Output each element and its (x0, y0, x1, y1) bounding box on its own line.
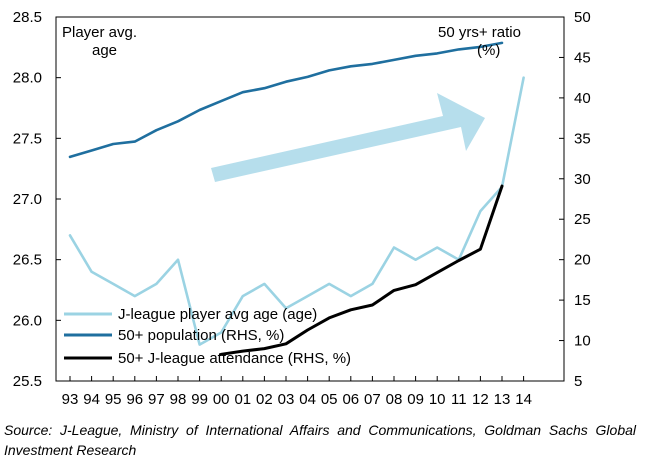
series-50plus-attendance (219, 184, 504, 356)
x-tick-label: 98 (170, 391, 187, 408)
x-tick-label: 01 (234, 391, 251, 408)
x-tick-label: 99 (191, 391, 208, 408)
left-axis-title-line1: Player avg. (62, 24, 137, 41)
x-tick-label: 11 (451, 391, 467, 408)
x-tick-label: 12 (472, 391, 489, 408)
legend-label-attendance: 50+ J-league attendance (RHS, %) (118, 350, 351, 367)
x-tick-label: 07 (364, 391, 381, 408)
right-tick-label: 35 (574, 130, 591, 147)
left-tick-label: 27.5 (13, 130, 42, 147)
left-tick-label: 28.0 (13, 70, 42, 87)
legend: J-league player avg age (age) 50+ popula… (64, 306, 351, 367)
source-note: Source: J-League, Ministry of Internatio… (4, 422, 636, 458)
x-tick-label: 97 (148, 391, 165, 408)
x-tick-label: 08 (386, 391, 403, 408)
x-tick-label: 94 (83, 391, 100, 408)
x-tick-label: 96 (126, 391, 143, 408)
right-tick-label: 15 (574, 292, 591, 309)
x-tick-label: 09 (407, 391, 424, 408)
legend-label-population: 50+ population (RHS, %) (118, 327, 284, 344)
right-tick-label: 20 (574, 252, 591, 269)
x-tick-label: 04 (299, 391, 316, 408)
x-tick-label: 14 (515, 391, 532, 408)
x-tick-label: 13 (494, 391, 511, 408)
left-tick-label: 28.5 (13, 9, 42, 26)
left-tick-label: 26.0 (13, 312, 42, 329)
x-tick-label: 93 (62, 391, 79, 408)
x-tick-label: 10 (429, 391, 446, 408)
left-tick-label: 27.0 (13, 191, 42, 208)
series-50plus-population (68, 41, 504, 159)
right-axis-title-line2: (%) (477, 42, 500, 59)
left-axis-title-line2: age (92, 42, 117, 59)
x-tick-label: 05 (321, 391, 338, 408)
right-axis-title-line1: 50 yrs+ ratio (438, 24, 521, 41)
right-tick-label: 30 (574, 171, 591, 188)
x-tick-label: 06 (342, 391, 359, 408)
x-tick-label: 95 (105, 391, 122, 408)
x-tick-label: 00 (213, 391, 230, 408)
right-tick-label: 25 (574, 211, 591, 228)
left-tick-label: 26.5 (13, 252, 42, 269)
right-tick-label: 50 (574, 9, 591, 26)
trend-arrow (211, 93, 485, 182)
right-tick-label: 5 (574, 373, 582, 390)
right-tick-label: 10 (574, 333, 591, 350)
right-tick-label: 45 (574, 49, 591, 66)
x-tick-label: 02 (256, 391, 273, 408)
chart: 25.5 26.0 26.5 27.0 27.5 28.0 28.5 5 10 15 20 25 30… (13, 9, 591, 408)
right-tick-label: 40 (574, 90, 591, 107)
left-tick-label: 25.5 (13, 373, 42, 390)
series-player-avg-age (68, 76, 525, 346)
x-tick-label: 03 (278, 391, 295, 408)
legend-label-player-age: J-league player avg age (age) (118, 306, 317, 323)
